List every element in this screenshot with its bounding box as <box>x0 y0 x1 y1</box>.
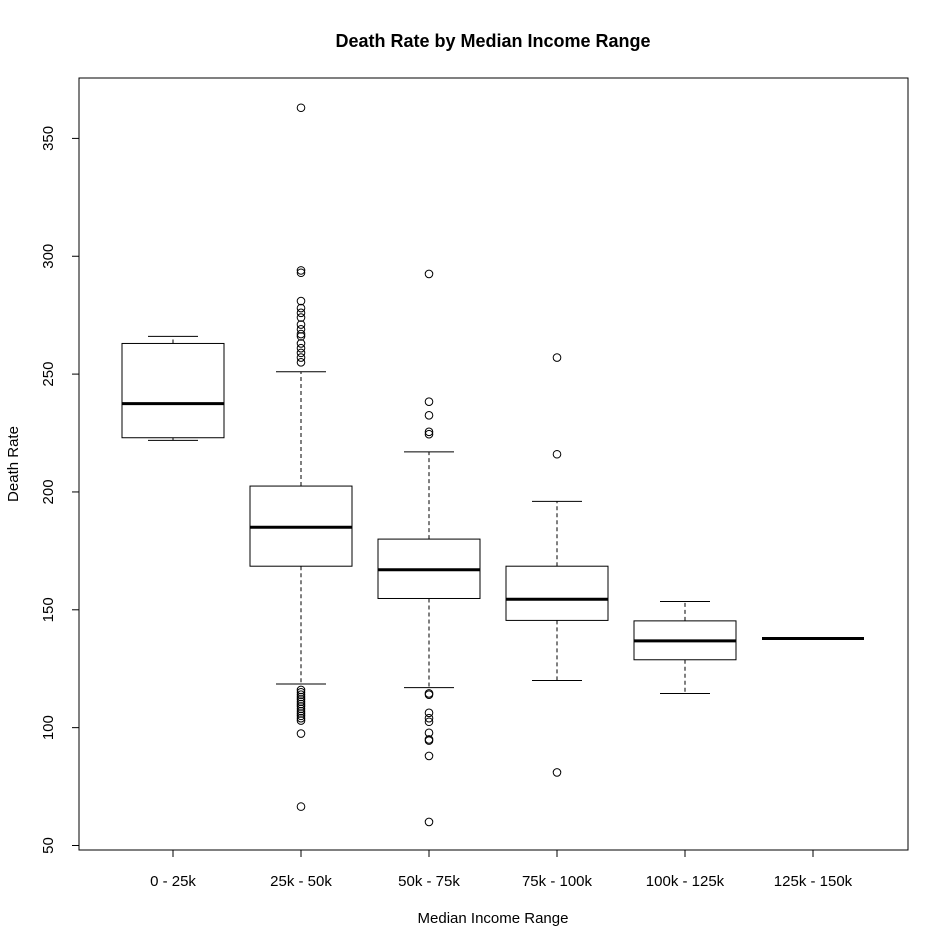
x-tick-label: 75k - 100k <box>522 873 593 890</box>
outlier-point <box>296 690 306 699</box>
outlier-point <box>424 690 434 699</box>
x-axis-label: Median Income Range <box>418 910 569 927</box>
x-tick-label: 125k - 150k <box>774 873 853 890</box>
outlier-point <box>296 358 306 367</box>
box-3 <box>377 269 481 827</box>
outlier-point <box>296 685 306 695</box>
x-axis: 0 - 25k 25k - 50k 50k - 75k 75k - 100k 100k … <box>150 849 853 890</box>
outlier-point <box>296 702 306 711</box>
y-tick-label: 100 <box>40 715 57 740</box>
x-tick-label: 100k - 125k <box>646 873 725 890</box>
outlier-point <box>296 320 306 329</box>
x-tick-label: 0 - 25k <box>150 873 196 890</box>
outlier-point <box>296 716 306 725</box>
y-axis-label: Death Rate <box>5 426 22 502</box>
outlier-point <box>296 348 306 358</box>
outlier-point <box>424 817 434 827</box>
boxes-group <box>121 103 864 827</box>
outlier-point <box>296 353 306 362</box>
outlier-point <box>296 687 306 697</box>
outlier-point <box>296 329 306 339</box>
outlier-point <box>296 313 306 322</box>
outlier-point <box>296 268 306 278</box>
box-iqr <box>121 342 225 439</box>
outlier-point <box>424 429 434 439</box>
plot-area-frame <box>78 77 909 851</box>
box-1 <box>121 335 225 441</box>
x-tick-label: 50k - 75k <box>398 873 460 890</box>
outlier-point <box>296 697 306 707</box>
outlier-point <box>296 339 306 348</box>
outlier-point <box>296 692 306 702</box>
outlier-point <box>424 717 434 727</box>
outlier-point <box>296 266 306 275</box>
box-2 <box>249 103 353 811</box>
outlier-point <box>552 449 562 459</box>
y-tick-label: 200 <box>40 479 57 504</box>
outlier-point <box>296 695 306 704</box>
y-axis: 50 100 150 200 250 300 350 <box>40 126 80 854</box>
outlier-point <box>296 713 306 723</box>
outlier-point <box>296 704 306 714</box>
outlier-point <box>296 303 306 313</box>
outlier-point <box>296 343 306 353</box>
outlier-point <box>424 397 434 406</box>
chart-title: Death Rate by Median Income Range <box>335 31 650 51</box>
outlier-point <box>296 332 306 341</box>
outlier-point <box>296 699 306 709</box>
outlier-point <box>552 353 562 362</box>
y-tick-label: 350 <box>40 126 57 151</box>
outlier-point <box>424 708 434 718</box>
outlier-point <box>296 296 306 306</box>
outlier-point <box>424 713 434 723</box>
outlier-point <box>424 736 434 745</box>
outlier-point <box>424 269 434 279</box>
y-tick-label: 50 <box>40 837 57 854</box>
outlier-point <box>296 729 306 738</box>
y-tick-label: 300 <box>40 244 57 269</box>
outlier-point <box>552 768 562 777</box>
outlier-point <box>424 411 434 420</box>
outlier-point <box>424 751 434 761</box>
outlier-point <box>296 802 306 811</box>
x-tick-label: 25k - 50k <box>270 873 332 890</box>
outlier-point <box>296 711 306 721</box>
outlier-point <box>296 706 306 716</box>
box-4 <box>505 353 609 777</box>
y-tick-label: 250 <box>40 362 57 387</box>
outlier-point <box>296 709 306 718</box>
outlier-point <box>424 427 434 437</box>
outlier-point <box>296 325 306 334</box>
y-tick-label: 150 <box>40 597 57 622</box>
outlier-point <box>296 308 306 318</box>
box-iqr <box>505 565 609 621</box>
box-5 <box>633 601 737 694</box>
outlier-point <box>296 103 306 113</box>
